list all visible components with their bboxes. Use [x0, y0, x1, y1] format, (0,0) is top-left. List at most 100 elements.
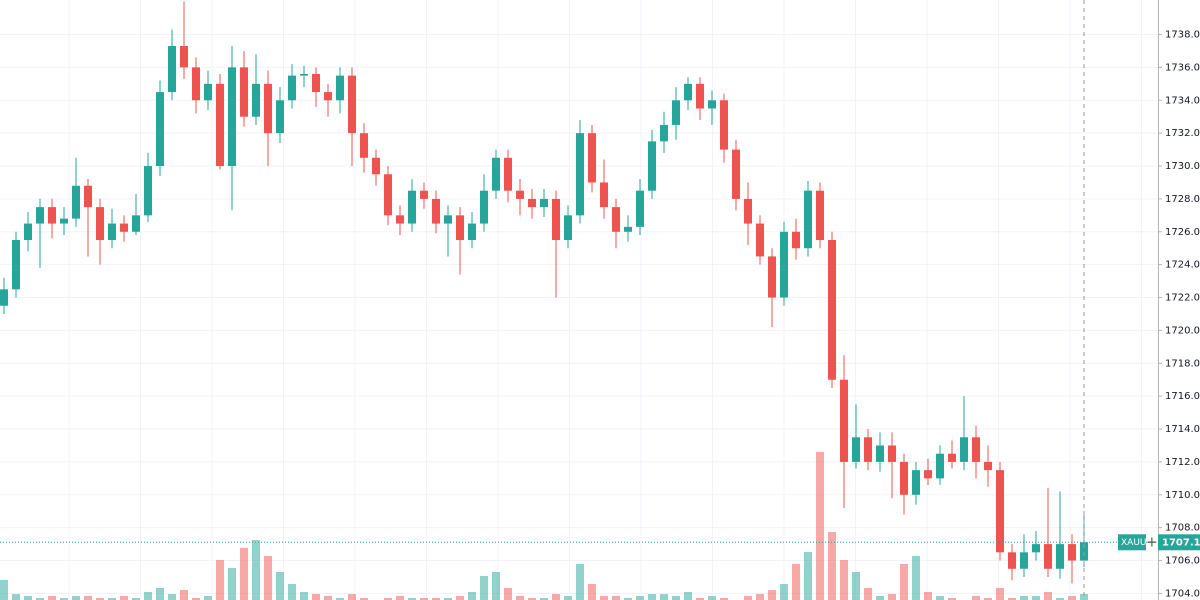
volume-bar: [168, 594, 176, 600]
candle-body: [948, 453, 956, 462]
volume-bar: [108, 598, 116, 600]
candle-body: [1020, 552, 1028, 569]
volume-bar: [240, 548, 248, 600]
candle-body: [144, 166, 152, 216]
candle-body: [768, 256, 776, 298]
candle-body: [36, 207, 44, 224]
volume-bar: [804, 552, 812, 600]
y-tick-label: 1726.00: [1165, 227, 1200, 238]
volume-bar: [912, 556, 920, 600]
volume-bar: [1068, 596, 1076, 600]
candle-body: [324, 92, 332, 101]
candle-body: [876, 445, 884, 462]
volume-bar: [0, 580, 8, 600]
volume-bar: [336, 598, 344, 600]
volume-bar: [408, 598, 416, 600]
candle-body: [156, 92, 164, 167]
candle-body: [300, 73, 308, 76]
volume-bar: [792, 564, 800, 600]
candle-body: [408, 190, 416, 224]
candle-body: [192, 67, 200, 101]
candle-body: [828, 240, 836, 380]
volume-bar: [720, 598, 728, 600]
volume-bar: [768, 590, 776, 600]
volume-bar: [588, 584, 596, 600]
volume-bar: [84, 596, 92, 600]
volume-bar: [1056, 598, 1064, 600]
volume-bar: [60, 598, 68, 600]
candle-body: [504, 157, 512, 191]
candle-body: [264, 83, 272, 134]
volume-bar: [348, 594, 356, 600]
candle-body: [936, 453, 944, 479]
candle-body: [480, 190, 488, 224]
symbol-tag-bg: [1118, 534, 1146, 551]
y-tick-label: 1718.00: [1165, 358, 1200, 369]
volume-bar: [288, 584, 296, 600]
candle-body: [288, 75, 296, 101]
y-tick-label: 1724.00: [1165, 260, 1200, 271]
volume-bar: [576, 564, 584, 600]
candle-body: [24, 223, 32, 240]
volume-bar: [48, 596, 56, 600]
volume-bar: [660, 594, 668, 600]
candle-body: [912, 470, 920, 495]
volume-bar: [612, 596, 620, 600]
volume-bar: [972, 596, 980, 600]
candle-body: [72, 185, 80, 219]
volume-bar: [276, 572, 284, 600]
candles: [0, 1, 1088, 584]
candle-body: [816, 190, 824, 240]
price-axis: 1704.00 1706.00 1708.00 1710.00 1712.00 1714.…: [1158, 0, 1200, 600]
volume-bar: [324, 596, 332, 600]
volume-bar: [444, 598, 452, 600]
y-tick-label: 1716.00: [1165, 391, 1200, 402]
volume-bar: [156, 588, 164, 600]
candle-body: [624, 226, 632, 232]
volume-bar: [744, 596, 752, 600]
candle-body: [216, 83, 224, 167]
candle-body: [132, 215, 140, 232]
volume-bar: [228, 568, 236, 600]
volume-bar: [96, 598, 104, 600]
volume-bar: [852, 572, 860, 600]
volume-bar: [828, 532, 836, 600]
volume-bar: [504, 588, 512, 600]
volume-bar: [600, 596, 608, 600]
volume-bar: [72, 596, 80, 600]
volume-bar: [864, 588, 872, 600]
volume-bar: [312, 594, 320, 600]
candle-body: [684, 83, 692, 101]
volume-bar: [648, 594, 656, 600]
volume-bar: [492, 572, 500, 600]
candle-body: [240, 67, 248, 117]
volume-bar: [1044, 592, 1052, 600]
candle-body: [756, 223, 764, 257]
volume-bar: [636, 596, 644, 600]
candle-body: [1044, 544, 1052, 569]
candle-body: [972, 437, 980, 462]
volume-bar: [1020, 596, 1028, 600]
candle-body: [732, 149, 740, 199]
candle-body: [1008, 552, 1016, 569]
candle-body: [540, 198, 548, 208]
candle-body: [420, 190, 428, 199]
crosshair-plus: +: [1146, 534, 1158, 550]
volume-bar: [1080, 594, 1088, 600]
volume-bar: [672, 596, 680, 600]
candle-body: [372, 157, 380, 175]
volume-bar: [480, 576, 488, 600]
volume-bar: [948, 598, 956, 600]
volume-bar: [756, 594, 764, 600]
candle-body: [396, 215, 404, 224]
volume-bar: [132, 598, 140, 600]
candle-body: [1080, 542, 1088, 561]
y-tick-label: 1720.00: [1165, 325, 1200, 336]
candle-body: [1068, 544, 1076, 561]
volume-bar: [696, 598, 704, 600]
y-tick-label: 1714.00: [1165, 424, 1200, 435]
volume-bar: [300, 592, 308, 600]
candle-body: [600, 182, 608, 208]
